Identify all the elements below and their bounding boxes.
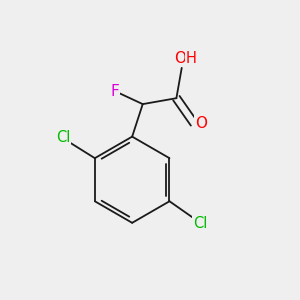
Text: O: O bbox=[174, 51, 186, 66]
Text: Cl: Cl bbox=[56, 130, 70, 145]
Text: O: O bbox=[196, 116, 208, 131]
Text: H: H bbox=[186, 51, 197, 66]
Text: F: F bbox=[110, 84, 119, 99]
Text: Cl: Cl bbox=[193, 216, 208, 231]
